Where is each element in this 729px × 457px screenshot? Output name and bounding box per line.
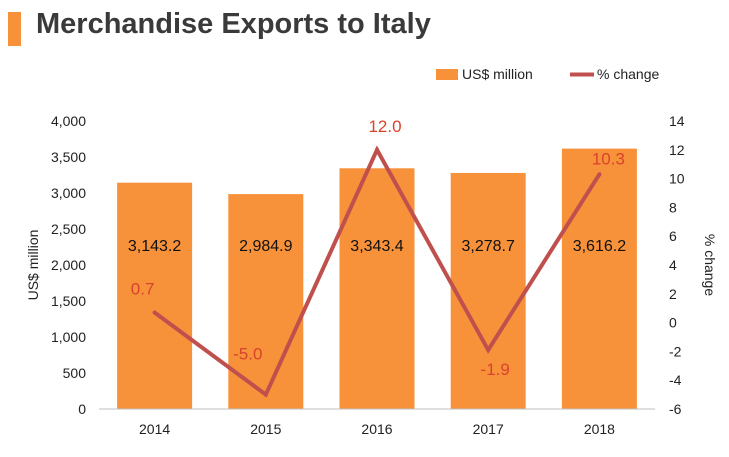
y2-axis-label: % change [702, 234, 718, 296]
line-value-label: -1.9 [481, 360, 510, 379]
line-point [486, 347, 491, 352]
line-point [597, 172, 602, 177]
x-axis-ticks: 2014 2015 2016 2017 2018 [139, 421, 615, 437]
y2-tick-label: 10 [669, 171, 685, 187]
y2-tick-label: 12 [669, 142, 685, 158]
x-tick-label: 2015 [250, 421, 281, 437]
x-tick-label: 2017 [473, 421, 504, 437]
x-tick-label: 2018 [584, 421, 615, 437]
line-point [263, 392, 268, 397]
legend-line-label: % change [597, 66, 659, 82]
y-tick-label: 3,500 [51, 149, 86, 165]
y2-tick-label: -2 [669, 343, 682, 359]
y-axis-ticks: 0 500 1,000 1,500 2,000 2,500 3,000 3,500 4,000 [51, 113, 86, 417]
y2-tick-label: 2 [669, 286, 677, 302]
y2-tick-label: 14 [669, 113, 685, 129]
bar-value-label: 3,143.2 [128, 238, 181, 255]
y-tick-label: 3,000 [51, 185, 86, 201]
bar [561, 148, 637, 409]
y-tick-label: 4,000 [51, 113, 86, 129]
line-point [375, 147, 379, 152]
line-value-label: 10.3 [592, 149, 625, 168]
y2-tick-label: 8 [669, 199, 677, 215]
y2-axis-ticks: -6 -4 -2 0 2 4 6 8 10 12 14 [669, 113, 685, 417]
chart-title: Merchandise Exports to Italy [36, 8, 431, 40]
title-accent-bar [8, 12, 21, 46]
y-tick-label: 1,000 [51, 329, 86, 345]
bar [450, 172, 526, 409]
bar-value-label: 3,278.7 [462, 238, 515, 255]
bar [228, 194, 304, 409]
y-tick-label: 0 [78, 401, 86, 417]
legend-bar-swatch [436, 69, 458, 80]
bar-series: 3,143.2 2,984.9 3,343.4 3,278.7 3,616.2 [117, 148, 637, 409]
legend-bar-label: US$ million [462, 66, 533, 82]
y-tick-label: 500 [63, 365, 87, 381]
line-value-label: 12.0 [368, 117, 401, 136]
line-value-label: -5.0 [233, 345, 262, 364]
y-tick-label: 1,500 [51, 293, 86, 309]
legend: US$ million % change [436, 66, 659, 82]
line-value-label: 0.7 [131, 280, 155, 299]
bar-value-label: 3,616.2 [573, 238, 626, 255]
bar-value-label: 2,984.9 [239, 238, 292, 255]
y-axis-label: US$ million [25, 230, 41, 301]
y2-tick-label: -4 [669, 372, 682, 388]
line-point [152, 310, 157, 315]
y2-tick-label: 4 [669, 257, 677, 273]
y2-tick-label: -6 [669, 401, 682, 417]
y-tick-label: 2,000 [51, 257, 86, 273]
line-series: 0.7 -5.0 12.0 -1.9 10.3 [131, 117, 625, 398]
y2-tick-label: 6 [669, 228, 677, 244]
y-tick-label: 2,500 [51, 221, 86, 237]
x-tick-label: 2014 [139, 421, 170, 437]
x-tick-label: 2016 [361, 421, 392, 437]
y2-tick-label: 0 [669, 315, 677, 331]
bar-value-label: 3,343.4 [350, 238, 403, 255]
bar [117, 182, 193, 409]
